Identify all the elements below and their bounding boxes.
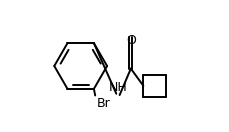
Text: Br: Br (97, 97, 110, 110)
Text: NH: NH (108, 81, 126, 94)
Text: O: O (125, 34, 135, 47)
